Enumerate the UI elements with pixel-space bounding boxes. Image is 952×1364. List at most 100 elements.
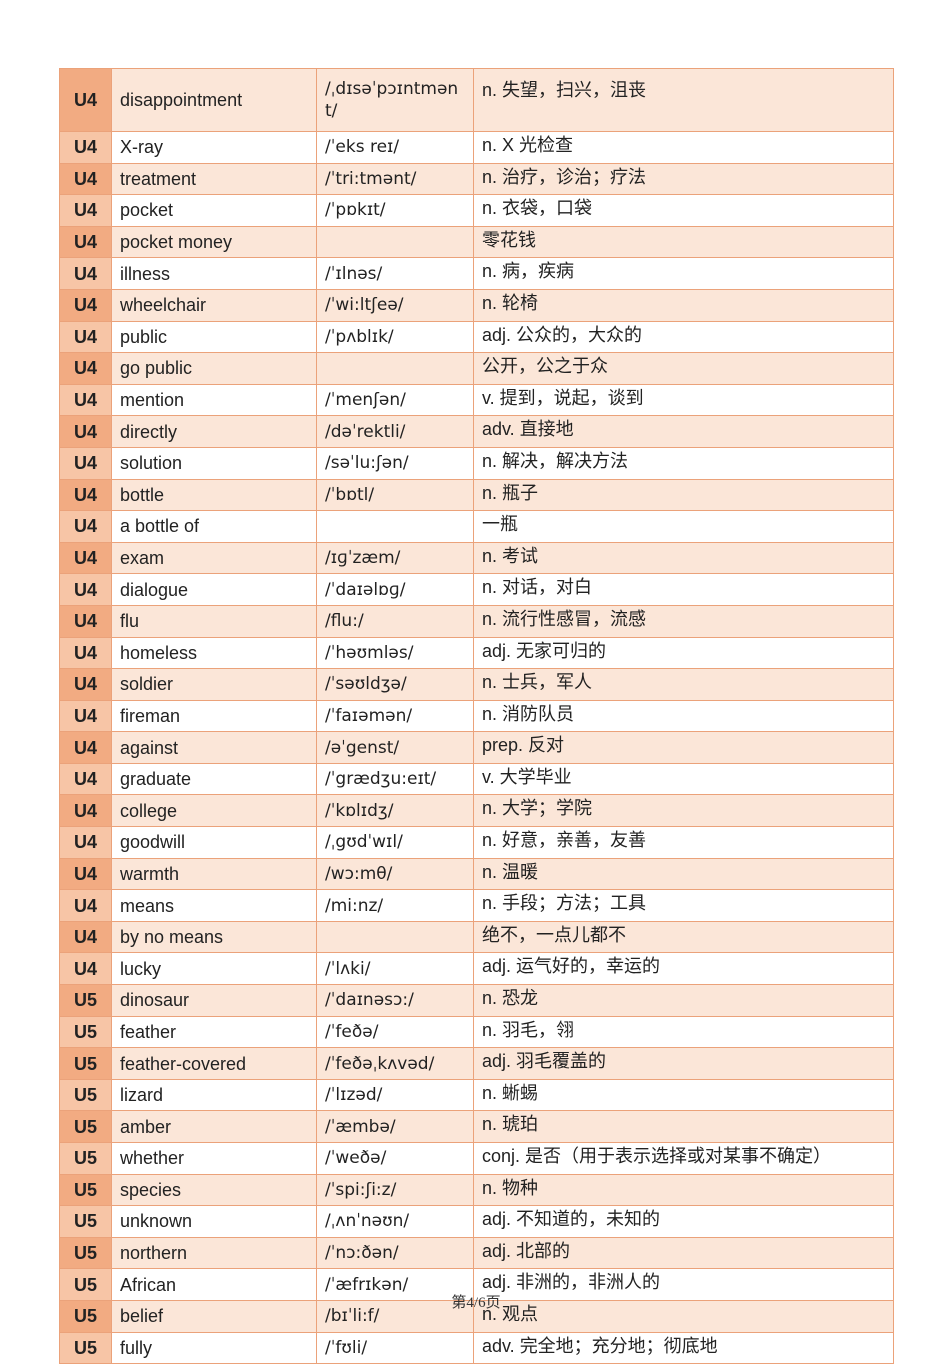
meaning-cell: n. 瓶子 <box>473 478 894 512</box>
unit-cell: U4 <box>59 857 112 891</box>
meaning-cell: n. 物种 <box>473 1173 894 1207</box>
word-cell: dialogue <box>111 573 317 606</box>
unit-cell: U4 <box>59 68 112 132</box>
table-row: U4 public/ˈpʌblɪk/adj. 公众的，大众的 <box>59 320 894 354</box>
unit-cell: U5 <box>59 1173 112 1207</box>
unit-cell: U4 <box>59 194 112 227</box>
word-cell: soldier <box>111 668 317 701</box>
word-cell: solution <box>111 446 317 480</box>
table-row: U5 African/ˈæfrɪkən/adj. 非洲的，非洲人的 <box>59 1268 894 1301</box>
phonetic-cell: /ˈnɔ:ðən/ <box>316 1236 474 1270</box>
unit-cell: U4 <box>59 352 112 385</box>
table-row: U4 fireman/ˈfaɪəmən/n. 消防队员 <box>59 699 894 733</box>
table-row: U4 against/əˈgenst/prep. 反对 <box>59 731 894 764</box>
phonetic-cell: /ˈgrædʒu:eɪt/ <box>316 762 474 796</box>
word-cell: fully <box>111 1331 317 1364</box>
word-cell: bottle <box>111 478 317 512</box>
table-row: U5 whether/ˈweðə/conj. 是否（用于表示选择或对某事不确定） <box>59 1142 894 1175</box>
table-row: U4 disappointment/ˌdɪsəˈpɔɪntmənt/n. 失望，扫… <box>59 68 894 132</box>
table-row: U4 X-ray/ˈeks reɪ/n. X 光检查 <box>59 131 894 164</box>
unit-cell: U4 <box>59 920 112 954</box>
phonetic-cell: /ˈlʌki/ <box>316 952 474 986</box>
phonetic-cell: /ˈpɒkɪt/ <box>316 194 474 227</box>
word-cell: northern <box>111 1236 317 1270</box>
word-cell: lizard <box>111 1078 317 1112</box>
meaning-cell: conj. 是否（用于表示选择或对某事不确定） <box>473 1142 894 1175</box>
table-row: U4 treatment/ˈtri:tmənt/n. 治疗，诊治；疗法 <box>59 162 894 196</box>
word-cell: exam <box>111 541 317 575</box>
phonetic-cell: /ˈhəʊmləs/ <box>316 636 474 670</box>
unit-cell: U5 <box>59 1078 112 1112</box>
table-row: U4 flu/flu:/n. 流行性感冒，流感 <box>59 604 894 638</box>
unit-cell: U5 <box>59 1047 112 1080</box>
table-row: U4 go public 公开，公之于众 <box>59 352 894 385</box>
unit-cell: U4 <box>59 604 112 638</box>
phonetic-cell: /flu:/ <box>316 604 474 638</box>
phonetic-cell: /ˌʌnˈnəʊn/ <box>316 1205 474 1238</box>
word-cell: treatment <box>111 162 317 196</box>
table-row: U4 homeless/ˈhəʊmləs/adj. 无家可归的 <box>59 636 894 670</box>
unit-cell: U5 <box>59 1331 112 1364</box>
phonetic-cell: /səˈlu:ʃən/ <box>316 446 474 480</box>
word-cell: pocket money <box>111 225 317 259</box>
table-row: U5 dinosaur/ˈdaɪnəsɔ:/n. 恐龙 <box>59 984 894 1017</box>
word-cell: go public <box>111 352 317 385</box>
meaning-cell: n. 温暖 <box>473 857 894 891</box>
unit-cell: U5 <box>59 1142 112 1175</box>
word-cell: belief <box>111 1299 317 1333</box>
unit-cell: U5 <box>59 984 112 1017</box>
meaning-cell: n. 衣袋，口袋 <box>473 194 894 227</box>
unit-cell: U4 <box>59 541 112 575</box>
phonetic-cell: /ˈweðə/ <box>316 1142 474 1175</box>
meaning-cell: n. 失望，扫兴，沮丧 <box>473 68 894 132</box>
phonetic-cell: /ˈæmbə/ <box>316 1110 474 1143</box>
table-row: U5 amber/ˈæmbə/n. 琥珀 <box>59 1110 894 1143</box>
word-cell: feather-covered <box>111 1047 317 1080</box>
phonetic-cell: /ˈpʌblɪk/ <box>316 320 474 354</box>
word-cell: homeless <box>111 636 317 670</box>
meaning-cell: n. 轮椅 <box>473 288 894 322</box>
unit-cell: U4 <box>59 415 112 448</box>
unit-cell: U4 <box>59 889 112 922</box>
phonetic-cell: /ˈkɒlɪdʒ/ <box>316 794 474 828</box>
word-cell: flu <box>111 604 317 638</box>
meaning-cell: n. 观点 <box>473 1299 894 1333</box>
unit-cell: U5 <box>59 1015 112 1049</box>
phonetic-cell: /ˈmenʃən/ <box>316 383 474 417</box>
meaning-cell: adv. 直接地 <box>473 415 894 448</box>
meaning-cell: adj. 非洲的，非洲人的 <box>473 1268 894 1301</box>
meaning-cell: adj. 运气好的，幸运的 <box>473 952 894 986</box>
table-row: U4 pocket money 零花钱 <box>59 225 894 259</box>
word-cell: lucky <box>111 952 317 986</box>
unit-cell: U4 <box>59 762 112 796</box>
word-cell: feather <box>111 1015 317 1049</box>
unit-cell: U4 <box>59 510 112 543</box>
meaning-cell: n. 蜥蜴 <box>473 1078 894 1112</box>
phonetic-cell: /ˌgʊdˈwɪl/ <box>316 826 474 859</box>
word-cell: mention <box>111 383 317 417</box>
meaning-cell: n. 流行性感冒，流感 <box>473 604 894 638</box>
unit-cell: U4 <box>59 952 112 986</box>
meaning-cell: adj. 公众的，大众的 <box>473 320 894 354</box>
meaning-cell: adj. 无家可归的 <box>473 636 894 670</box>
phonetic-cell: /wɔ:mθ/ <box>316 857 474 891</box>
word-cell: fireman <box>111 699 317 733</box>
phonetic-cell: /ˈfaɪəmən/ <box>316 699 474 733</box>
meaning-cell: n. 考试 <box>473 541 894 575</box>
table-row: U5 feather-covered/ˈfeðəˌkʌvəd/adj. 羽毛覆盖的 <box>59 1047 894 1080</box>
unit-cell: U4 <box>59 257 112 290</box>
table-row: U4 bottle/ˈbɒtl/n. 瓶子 <box>59 478 894 512</box>
meaning-cell: n. 大学；学院 <box>473 794 894 828</box>
table-row: U5 feather/ˈfeðə/n. 羽毛，翎 <box>59 1015 894 1049</box>
table-row: U4 means/mi:nz/n. 手段；方法；工具 <box>59 889 894 922</box>
page-number: 第4/6页 <box>451 1295 501 1311</box>
unit-cell: U4 <box>59 731 112 764</box>
phonetic-cell: /ˈlɪzəd/ <box>316 1078 474 1112</box>
meaning-cell: adj. 北部的 <box>473 1236 894 1270</box>
table-row: U4 mention/ˈmenʃən/v. 提到，说起，谈到 <box>59 383 894 417</box>
table-row: U5 belief/bɪˈli:f/n. 观点 <box>59 1299 894 1333</box>
word-cell: unknown <box>111 1205 317 1238</box>
table-row: U4 goodwill/ˌgʊdˈwɪl/n. 好意，亲善，友善 <box>59 826 894 859</box>
unit-cell: U4 <box>59 383 112 417</box>
word-cell: species <box>111 1173 317 1207</box>
